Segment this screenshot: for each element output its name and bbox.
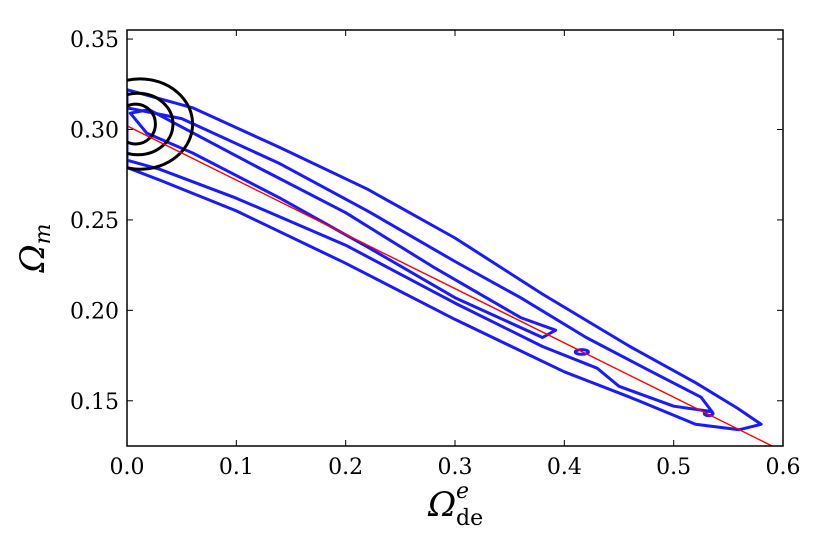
- x-tick-label: 0.0: [110, 455, 145, 480]
- x-tick-label: 0.6: [766, 455, 801, 480]
- x-axis-label-subscript: de: [456, 506, 483, 531]
- y-tick-label: 0.30: [70, 118, 119, 143]
- blue-contour-level-1: [128, 108, 558, 339]
- x-tick-label: 0.1: [219, 455, 254, 480]
- x-axis-label: Ω: [427, 485, 456, 525]
- data-layer: [127, 77, 773, 446]
- black-contour-level-2: [127, 91, 175, 157]
- y-tick-label: 0.15: [70, 390, 119, 415]
- x-tick-label: 0.4: [547, 455, 582, 480]
- black-contour-level-3: [127, 77, 195, 171]
- blue-contour-island-1: [573, 348, 590, 356]
- blue-contour-level-2: [127, 106, 714, 414]
- x-tick-label: 0.2: [328, 455, 363, 480]
- y-tick-label: 0.35: [70, 28, 119, 53]
- x-axis-label-superscript: e: [456, 479, 469, 504]
- y-axis-label: Ωm: [13, 223, 56, 273]
- black-contour-level-1: [127, 102, 157, 146]
- x-tick-label: 0.3: [438, 455, 473, 480]
- red-fit-line: [127, 125, 773, 446]
- x-tick-label: 0.5: [656, 455, 691, 480]
- ticks-layer: 0.0 0.1 0.2 0.3 0.4 0.5 0.6 0.15 0.20 0.25 0.30 0.3…: [70, 28, 800, 480]
- blue-contour-island-2: [702, 409, 715, 418]
- blue-contour-level-3: [127, 88, 763, 432]
- y-tick-label: 0.20: [70, 299, 119, 324]
- y-tick-label: 0.25: [70, 209, 119, 234]
